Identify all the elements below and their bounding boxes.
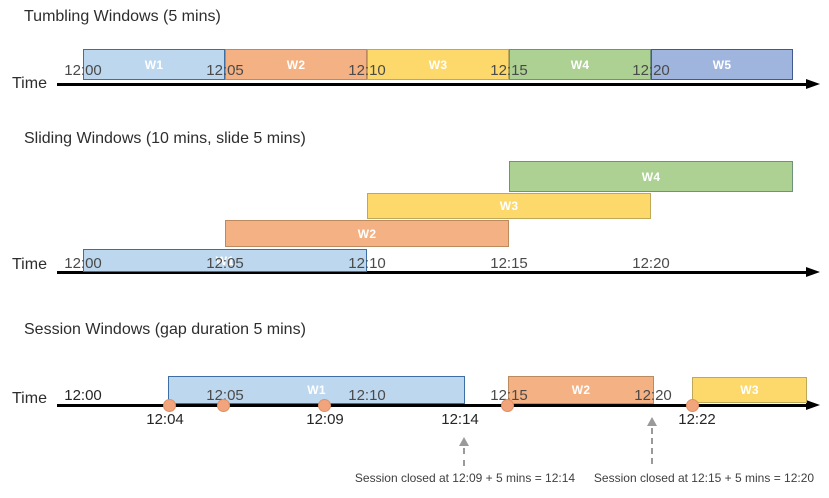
- sliding-tick: 12:05: [206, 255, 244, 272]
- session-timeline-arrowhead-icon: [806, 400, 820, 410]
- session-tick: 12:20: [634, 387, 672, 404]
- callout-arrowhead-icon: [647, 417, 657, 426]
- session-window-w3: W3: [692, 377, 807, 403]
- sliding-window-w4: W4: [509, 161, 793, 192]
- session-close-annotation: Session closed at 12:09 + 5 mins = 12:14: [354, 471, 576, 485]
- sliding-window-w1: W1: [83, 249, 367, 272]
- tumbling-window-w5: W5: [651, 49, 793, 80]
- window-label: W4: [570, 57, 590, 72]
- window-label: W2: [357, 226, 377, 241]
- session-timeline: [57, 404, 806, 407]
- sliding-timeline: [57, 271, 806, 274]
- session-title: Session Windows (gap duration 5 mins): [24, 321, 306, 338]
- event-time-label: 12:22: [678, 411, 716, 428]
- callout-dashed-line: [463, 448, 465, 466]
- tumbling-title: Tumbling Windows (5 mins): [24, 8, 221, 25]
- sliding-window-w2: W2: [225, 220, 509, 247]
- window-label: W1: [215, 253, 235, 268]
- session-close-annotation: Session closed at 12:15 + 5 mins = 12:20: [593, 471, 815, 485]
- callout-dashed-line: [651, 428, 653, 464]
- session-tick: 12:15: [490, 387, 528, 404]
- event-dot: [501, 399, 514, 412]
- window-label: W4: [641, 169, 661, 184]
- session-time-axis-label: Time: [12, 390, 47, 407]
- tumbling-window-w3: W3: [367, 49, 509, 80]
- window-label: W3: [499, 199, 519, 213]
- window-label: W1: [307, 383, 326, 397]
- event-dot: [318, 399, 331, 412]
- session-tick: 12:00: [64, 387, 102, 404]
- session-window-w1: W1: [168, 376, 465, 404]
- window-label: W5: [712, 57, 732, 72]
- window-label: W2: [571, 383, 591, 397]
- sliding-time-axis-label: Time: [12, 256, 47, 273]
- window-label: W3: [428, 57, 448, 72]
- event-dot: [686, 399, 699, 412]
- window-label: W3: [740, 383, 759, 397]
- tumbling-window-w4: W4: [509, 49, 651, 80]
- event-dot: [163, 399, 176, 412]
- tumbling-tick: 12:05: [206, 62, 244, 79]
- event-time-label: 12:04: [146, 411, 184, 428]
- sliding-tick: 12:10: [348, 255, 386, 272]
- callout-arrowhead-icon: [459, 437, 469, 446]
- sliding-timeline-arrowhead-icon: [806, 267, 820, 277]
- session-tick: 12:05: [206, 387, 244, 404]
- tumbling-tick: 12:10: [348, 62, 386, 79]
- event-time-label: 12:09: [306, 411, 344, 428]
- window-label: W1: [144, 57, 164, 72]
- sliding-tick: 12:20: [632, 255, 670, 272]
- tumbling-tick: 12:20: [632, 62, 670, 79]
- event-dot: [217, 399, 230, 412]
- sliding-tick: 12:00: [64, 255, 102, 272]
- window-label: W2: [286, 57, 306, 72]
- sliding-title: Sliding Windows (10 mins, slide 5 mins): [24, 130, 306, 147]
- session-tick: 12:10: [348, 387, 386, 404]
- sliding-window-w3: W3: [367, 193, 651, 219]
- tumbling-window-w2: W2: [225, 49, 367, 80]
- tumbling-time-axis-label: Time: [12, 75, 47, 92]
- tumbling-window-w1: W1: [83, 49, 225, 80]
- tumbling-timeline-arrowhead-icon: [806, 79, 820, 89]
- session-window-w2: W2: [508, 376, 654, 404]
- sliding-tick: 12:15: [490, 255, 528, 272]
- tumbling-tick: 12:15: [490, 62, 528, 79]
- tumbling-timeline: [57, 83, 806, 86]
- event-time-label: 12:14: [441, 411, 479, 428]
- tumbling-tick: 12:00: [64, 62, 102, 79]
